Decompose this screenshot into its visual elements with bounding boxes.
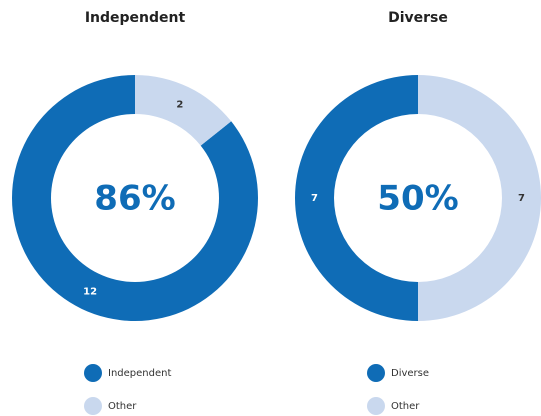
chart-title: Diverse [388, 10, 448, 26]
data-label: 7 [518, 193, 525, 204]
legend-label: Other [391, 401, 420, 412]
data-label: 2 [176, 100, 183, 111]
legend-swatch [367, 364, 385, 382]
center-label: 50% [377, 179, 458, 219]
donut-slice [295, 75, 418, 321]
donut-slice [135, 75, 232, 146]
data-label: 12 [83, 286, 97, 297]
data-label: 7 [311, 193, 318, 204]
legend-label: Diverse [391, 368, 429, 379]
donut-slice [418, 75, 541, 321]
chart-title: Independent [85, 10, 186, 26]
center-label: 86% [94, 179, 175, 219]
legend-label: Independent [108, 368, 171, 379]
legend-swatch [84, 397, 102, 415]
legend-label: Other [108, 401, 137, 412]
legend-swatch [84, 364, 102, 382]
legend-swatch [367, 397, 385, 415]
donut-slice [11, 75, 259, 322]
